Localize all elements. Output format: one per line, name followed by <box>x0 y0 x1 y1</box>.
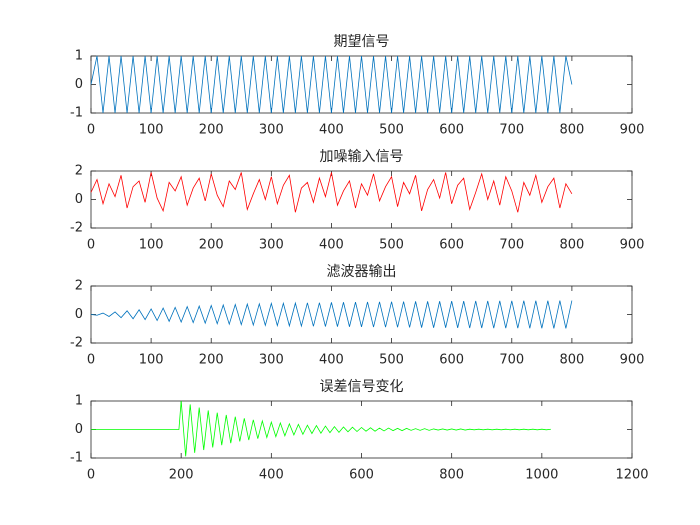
y-tick-label: -1 <box>70 451 83 466</box>
x-tick-label: 500 <box>379 238 404 253</box>
x-tick-label: 200 <box>199 123 224 138</box>
signal-line <box>90 55 573 114</box>
y-tick-label: 0 <box>75 192 83 207</box>
x-tick-label: 500 <box>379 353 404 368</box>
x-tick-label: 0 <box>87 468 95 483</box>
x-tick-label: 400 <box>319 353 344 368</box>
x-tick-label: 900 <box>620 353 645 368</box>
x-tick-label: 800 <box>559 238 584 253</box>
x-tick-label: 400 <box>259 468 284 483</box>
subplot-title: 滤波器输出 <box>327 264 397 280</box>
x-tick-label: 300 <box>259 353 284 368</box>
x-tick-label: 600 <box>439 123 464 138</box>
x-tick-label: 1000 <box>525 468 558 483</box>
x-tick-label: 100 <box>139 353 164 368</box>
x-tick-label: 700 <box>499 123 524 138</box>
x-tick-label: 100 <box>139 123 164 138</box>
signal-line <box>90 300 573 329</box>
subplot-title: 误差信号变化 <box>320 379 404 395</box>
y-tick-label: 1 <box>75 394 83 409</box>
x-tick-label: 0 <box>87 123 95 138</box>
x-tick-label: 400 <box>319 123 344 138</box>
x-tick-label: 200 <box>199 238 224 253</box>
x-tick-label: 1200 <box>615 468 648 483</box>
x-tick-label: 800 <box>439 468 464 483</box>
y-tick-label: 0 <box>75 307 83 322</box>
x-tick-label: 900 <box>620 238 645 253</box>
y-tick-label: 1 <box>75 49 83 64</box>
axes-box <box>90 170 633 229</box>
x-tick-label: 200 <box>199 353 224 368</box>
x-tick-label: 200 <box>169 468 194 483</box>
signal-line <box>90 172 573 213</box>
x-tick-label: 400 <box>319 238 344 253</box>
x-tick-label: 800 <box>559 123 584 138</box>
y-tick-label: 2 <box>75 164 83 179</box>
axes-box <box>90 285 633 344</box>
x-tick-label: 800 <box>559 353 584 368</box>
y-tick-label: -1 <box>70 106 83 121</box>
x-tick-label: 600 <box>439 238 464 253</box>
x-tick-label: 100 <box>139 238 164 253</box>
signal-line <box>91 400 551 457</box>
y-tick-label: 0 <box>75 422 83 437</box>
x-tick-label: 600 <box>349 468 374 483</box>
x-tick-label: 300 <box>259 123 284 138</box>
x-tick-label: 700 <box>499 238 524 253</box>
y-tick-label: 2 <box>75 279 83 294</box>
x-tick-label: 300 <box>259 238 284 253</box>
x-tick-label: 900 <box>620 123 645 138</box>
y-tick-label: -2 <box>70 221 83 236</box>
y-tick-label: 0 <box>75 77 83 92</box>
subplot-title: 期望信号 <box>334 34 390 50</box>
x-tick-label: 600 <box>439 353 464 368</box>
subplot-title: 加噪输入信号 <box>320 149 404 165</box>
axes-box <box>90 55 633 114</box>
x-tick-label: 700 <box>499 353 524 368</box>
x-tick-label: 0 <box>87 238 95 253</box>
x-tick-label: 0 <box>87 353 95 368</box>
y-tick-label: -2 <box>70 336 83 351</box>
x-tick-label: 500 <box>379 123 404 138</box>
